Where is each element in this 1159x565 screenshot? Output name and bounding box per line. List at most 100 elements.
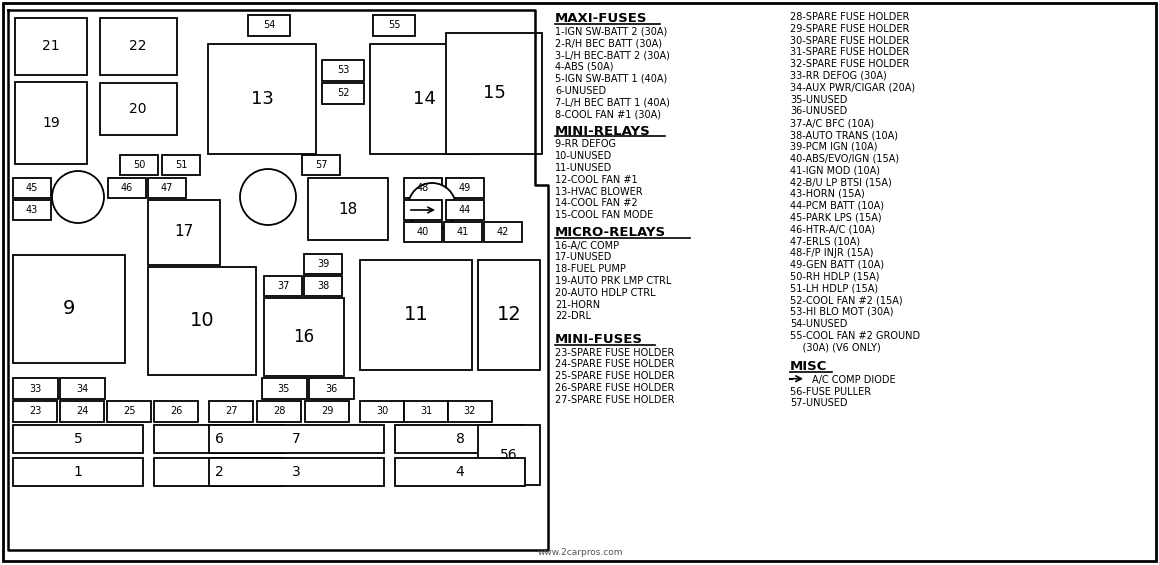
Text: 29-SPARE FUSE HOLDER: 29-SPARE FUSE HOLDER: [790, 24, 910, 34]
Bar: [209, 458, 384, 486]
Bar: [257, 401, 301, 422]
Bar: [154, 425, 284, 453]
Text: 2: 2: [214, 465, 224, 479]
Bar: [404, 401, 449, 422]
Bar: [13, 458, 143, 486]
Text: 29: 29: [321, 406, 333, 416]
Circle shape: [240, 169, 296, 225]
Text: 42-B/U LP BTSI (15A): 42-B/U LP BTSI (15A): [790, 177, 891, 187]
Bar: [404, 178, 442, 198]
Bar: [148, 178, 185, 198]
Text: 31: 31: [420, 406, 432, 416]
Bar: [395, 458, 525, 486]
Text: 44: 44: [459, 205, 471, 215]
Text: 8: 8: [455, 432, 465, 446]
Text: 23-SPARE FUSE HOLDER: 23-SPARE FUSE HOLDER: [555, 347, 675, 358]
Text: 56-FUSE PULLER: 56-FUSE PULLER: [790, 386, 872, 397]
Bar: [404, 200, 442, 220]
Text: 38-AUTO TRANS (10A): 38-AUTO TRANS (10A): [790, 130, 898, 140]
Text: 36-UNUSED: 36-UNUSED: [790, 106, 847, 116]
Text: MICRO-RELAYS: MICRO-RELAYS: [555, 226, 666, 239]
Bar: [370, 44, 478, 154]
Text: 1-IGN SW-BATT 2 (30A): 1-IGN SW-BATT 2 (30A): [555, 27, 668, 37]
Text: 48-F/P INJR (15A): 48-F/P INJR (15A): [790, 248, 874, 258]
Text: 39: 39: [316, 259, 329, 269]
Text: 22: 22: [130, 39, 147, 53]
Text: 51-LH HDLP (15A): 51-LH HDLP (15A): [790, 284, 879, 293]
Text: 11: 11: [403, 306, 429, 324]
Bar: [108, 178, 146, 198]
Text: 51: 51: [175, 160, 188, 170]
Bar: [446, 200, 484, 220]
Text: 7-L/H BEC BATT 1 (40A): 7-L/H BEC BATT 1 (40A): [555, 97, 670, 107]
Text: 21-HORN: 21-HORN: [555, 299, 600, 310]
Bar: [162, 155, 201, 175]
Text: 48: 48: [417, 183, 429, 193]
Text: 47: 47: [161, 183, 173, 193]
Bar: [13, 401, 57, 422]
Text: 3: 3: [292, 465, 300, 479]
Text: 11-UNUSED: 11-UNUSED: [555, 163, 612, 173]
Circle shape: [52, 171, 104, 223]
Text: 4-ABS (50A): 4-ABS (50A): [555, 62, 613, 72]
Bar: [154, 401, 198, 422]
Text: 20: 20: [130, 102, 147, 116]
Text: 49: 49: [459, 183, 471, 193]
Text: 56: 56: [501, 448, 518, 462]
Text: 38: 38: [316, 281, 329, 291]
Bar: [478, 425, 540, 485]
Text: 2-R/H BEC BATT (30A): 2-R/H BEC BATT (30A): [555, 38, 662, 48]
Text: 49-GEN BATT (10A): 49-GEN BATT (10A): [790, 260, 884, 270]
Text: 47-ERLS (10A): 47-ERLS (10A): [790, 236, 860, 246]
Bar: [15, 82, 87, 164]
Text: 45: 45: [25, 183, 38, 193]
Text: 37-A/C BFC (10A): 37-A/C BFC (10A): [790, 118, 874, 128]
Text: 54-UNUSED: 54-UNUSED: [790, 319, 847, 329]
Bar: [444, 222, 482, 242]
Text: 25-SPARE FUSE HOLDER: 25-SPARE FUSE HOLDER: [555, 371, 675, 381]
Bar: [107, 401, 151, 422]
Text: 32-SPARE FUSE HOLDER: 32-SPARE FUSE HOLDER: [790, 59, 910, 69]
Text: 21: 21: [42, 39, 60, 53]
Text: 44-PCM BATT (10A): 44-PCM BATT (10A): [790, 201, 884, 211]
Text: 55-COOL FAN #2 GROUND: 55-COOL FAN #2 GROUND: [790, 331, 920, 341]
Text: 14-COOL FAN #2: 14-COOL FAN #2: [555, 198, 637, 208]
Text: 57: 57: [315, 160, 327, 170]
Text: 46-HTR-A/C (10A): 46-HTR-A/C (10A): [790, 224, 875, 234]
Bar: [13, 255, 125, 363]
Text: 41: 41: [457, 227, 469, 237]
Text: 39-PCM IGN (10A): 39-PCM IGN (10A): [790, 142, 877, 152]
Bar: [404, 222, 442, 242]
Bar: [446, 178, 484, 198]
Bar: [209, 401, 253, 422]
Text: MINI-FUSES: MINI-FUSES: [555, 333, 643, 346]
Bar: [13, 200, 51, 220]
Bar: [305, 401, 349, 422]
Text: 36: 36: [325, 384, 337, 394]
Text: 12-COOL FAN #1: 12-COOL FAN #1: [555, 175, 637, 185]
Text: 27: 27: [225, 406, 238, 416]
Bar: [322, 60, 364, 81]
Bar: [395, 425, 525, 453]
Text: 40-ABS/EVO/IGN (15A): 40-ABS/EVO/IGN (15A): [790, 154, 899, 164]
Text: 12: 12: [496, 306, 522, 324]
Text: 30-SPARE FUSE HOLDER: 30-SPARE FUSE HOLDER: [790, 36, 910, 46]
Bar: [13, 178, 51, 198]
Bar: [207, 44, 316, 154]
Bar: [148, 267, 256, 375]
Text: www.2carpros.com: www.2carpros.com: [538, 548, 622, 557]
Text: 22-DRL: 22-DRL: [555, 311, 591, 321]
Text: 31-SPARE FUSE HOLDER: 31-SPARE FUSE HOLDER: [790, 47, 910, 58]
Text: 34: 34: [75, 384, 88, 394]
Bar: [449, 401, 493, 422]
Bar: [304, 276, 342, 296]
Bar: [302, 155, 340, 175]
Text: 6: 6: [214, 432, 224, 446]
Text: 9: 9: [63, 299, 75, 319]
Bar: [100, 18, 177, 75]
Text: 35-UNUSED: 35-UNUSED: [790, 94, 847, 105]
Text: 45-PARK LPS (15A): 45-PARK LPS (15A): [790, 212, 882, 223]
Text: MISC: MISC: [790, 360, 828, 373]
Text: 13: 13: [250, 90, 274, 108]
Text: 5-IGN SW-BATT 1 (40A): 5-IGN SW-BATT 1 (40A): [555, 73, 668, 84]
